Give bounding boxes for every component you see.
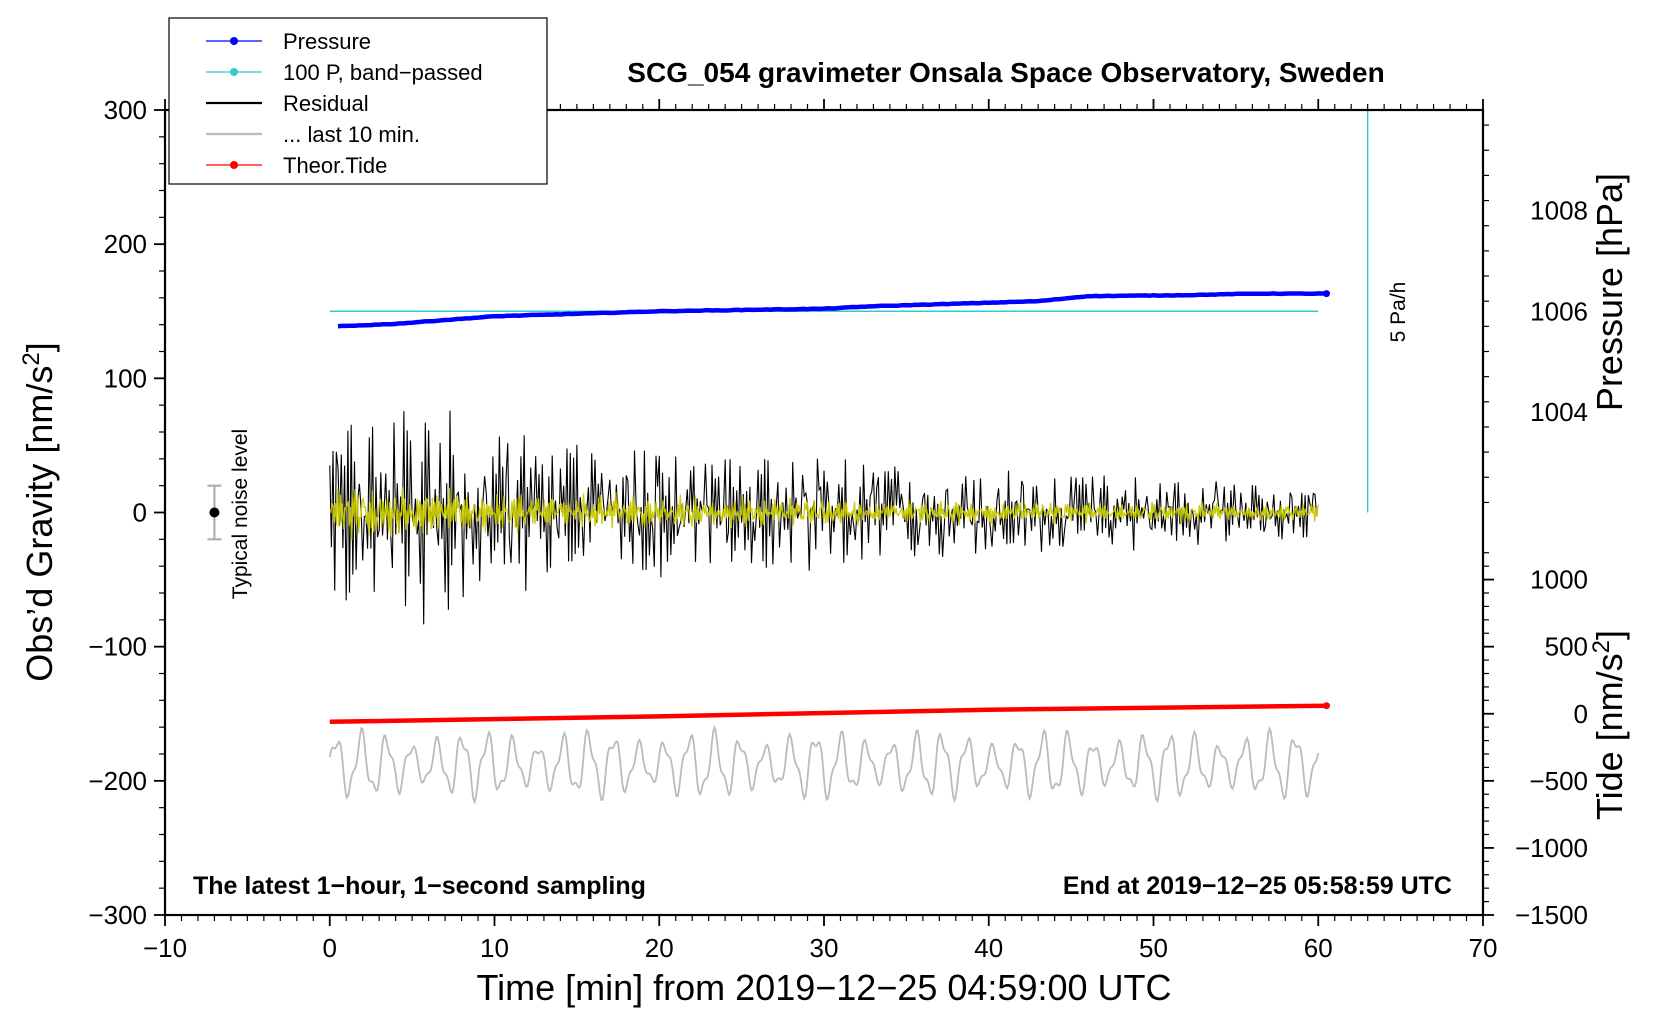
series-theor-tide-line xyxy=(329,703,1327,725)
y-tick-label: 0 xyxy=(133,498,147,528)
y-tick-label: −200 xyxy=(88,766,147,796)
x-tick-label: 0 xyxy=(323,933,337,963)
pressure-tick-label: 1004 xyxy=(1530,397,1588,427)
legend: Pressure 100 P, band−passed Residual ... la… xyxy=(168,17,548,185)
series-pressure-line xyxy=(337,291,1327,329)
noise-level-point xyxy=(209,507,220,518)
y-tick-label: 100 xyxy=(104,363,147,393)
legend-label: ... last 10 min. xyxy=(283,122,420,147)
chart-title: SCG_054 gravimeter Onsala Space Observat… xyxy=(627,57,1384,88)
x-tick-label: 60 xyxy=(1304,933,1333,963)
legend-marker xyxy=(230,161,238,169)
legend-box xyxy=(168,17,548,185)
pressure-axis-title: Pressure [hPa] xyxy=(1589,173,1630,411)
end-time-note: End at 2019−12−25 05:58:59 UTC xyxy=(1063,872,1452,900)
x-tick-label: 10 xyxy=(480,933,509,963)
series-residual-line xyxy=(329,410,1318,625)
pressure-tick-label: 1006 xyxy=(1530,296,1588,326)
x-tick-label: 30 xyxy=(810,933,839,963)
legend-label: Residual xyxy=(283,91,369,116)
axis-ticks: −10 0 10 20 30 40 50 60 70−300−200−1000100200300… xyxy=(88,95,1588,963)
legend-label: 100 P, band−passed xyxy=(283,60,483,85)
x-tick-label: 50 xyxy=(1139,933,1168,963)
pressure-tick-label: 1008 xyxy=(1530,196,1588,226)
tide-tick-label: −1500 xyxy=(1515,900,1588,930)
plot-data xyxy=(207,110,1369,805)
legend-marker xyxy=(230,37,238,45)
series-theor-tide-end-point xyxy=(1322,702,1330,710)
tide-tick-label: 0 xyxy=(1574,699,1588,729)
y-tick-label: −100 xyxy=(88,632,147,662)
series-pressure-end-point xyxy=(1322,290,1330,298)
noise-level-label: Typical noise level xyxy=(229,429,252,599)
sampling-note: The latest 1−hour, 1−second sampling xyxy=(193,872,646,900)
legend-entries: Pressure 100 P, band−passed Residual ... la… xyxy=(206,29,483,178)
tide-tick-label: 1000 xyxy=(1530,565,1588,595)
y-tick-label: 300 xyxy=(104,95,147,125)
tide-tick-label: 500 xyxy=(1545,632,1588,662)
tide-tick-label: −1000 xyxy=(1515,833,1588,863)
y-axis-title: Obs’d Gravity [nm/s2] xyxy=(18,342,61,681)
series-last-10-min-line xyxy=(328,724,1320,805)
x-tick-label: −10 xyxy=(143,933,187,963)
series-filtered-residual-line xyxy=(329,487,1319,541)
x-axis-title: Time [min] from 2019−12−25 04:59:00 UTC xyxy=(476,967,1171,1008)
x-tick-label: 70 xyxy=(1469,933,1498,963)
y-tick-label: −300 xyxy=(88,900,147,930)
x-tick-label: 20 xyxy=(645,933,674,963)
tide-tick-label: −500 xyxy=(1529,766,1588,796)
tide-axis-title: Tide [nm/s2] xyxy=(1588,630,1631,820)
rate-label: 5 Pa/h xyxy=(1387,282,1410,343)
legend-label: Pressure xyxy=(283,29,371,54)
legend-label: Theor.Tide xyxy=(283,153,387,178)
legend-marker xyxy=(230,68,238,76)
x-tick-label: 40 xyxy=(974,933,1003,963)
y-tick-label: 200 xyxy=(104,229,147,259)
